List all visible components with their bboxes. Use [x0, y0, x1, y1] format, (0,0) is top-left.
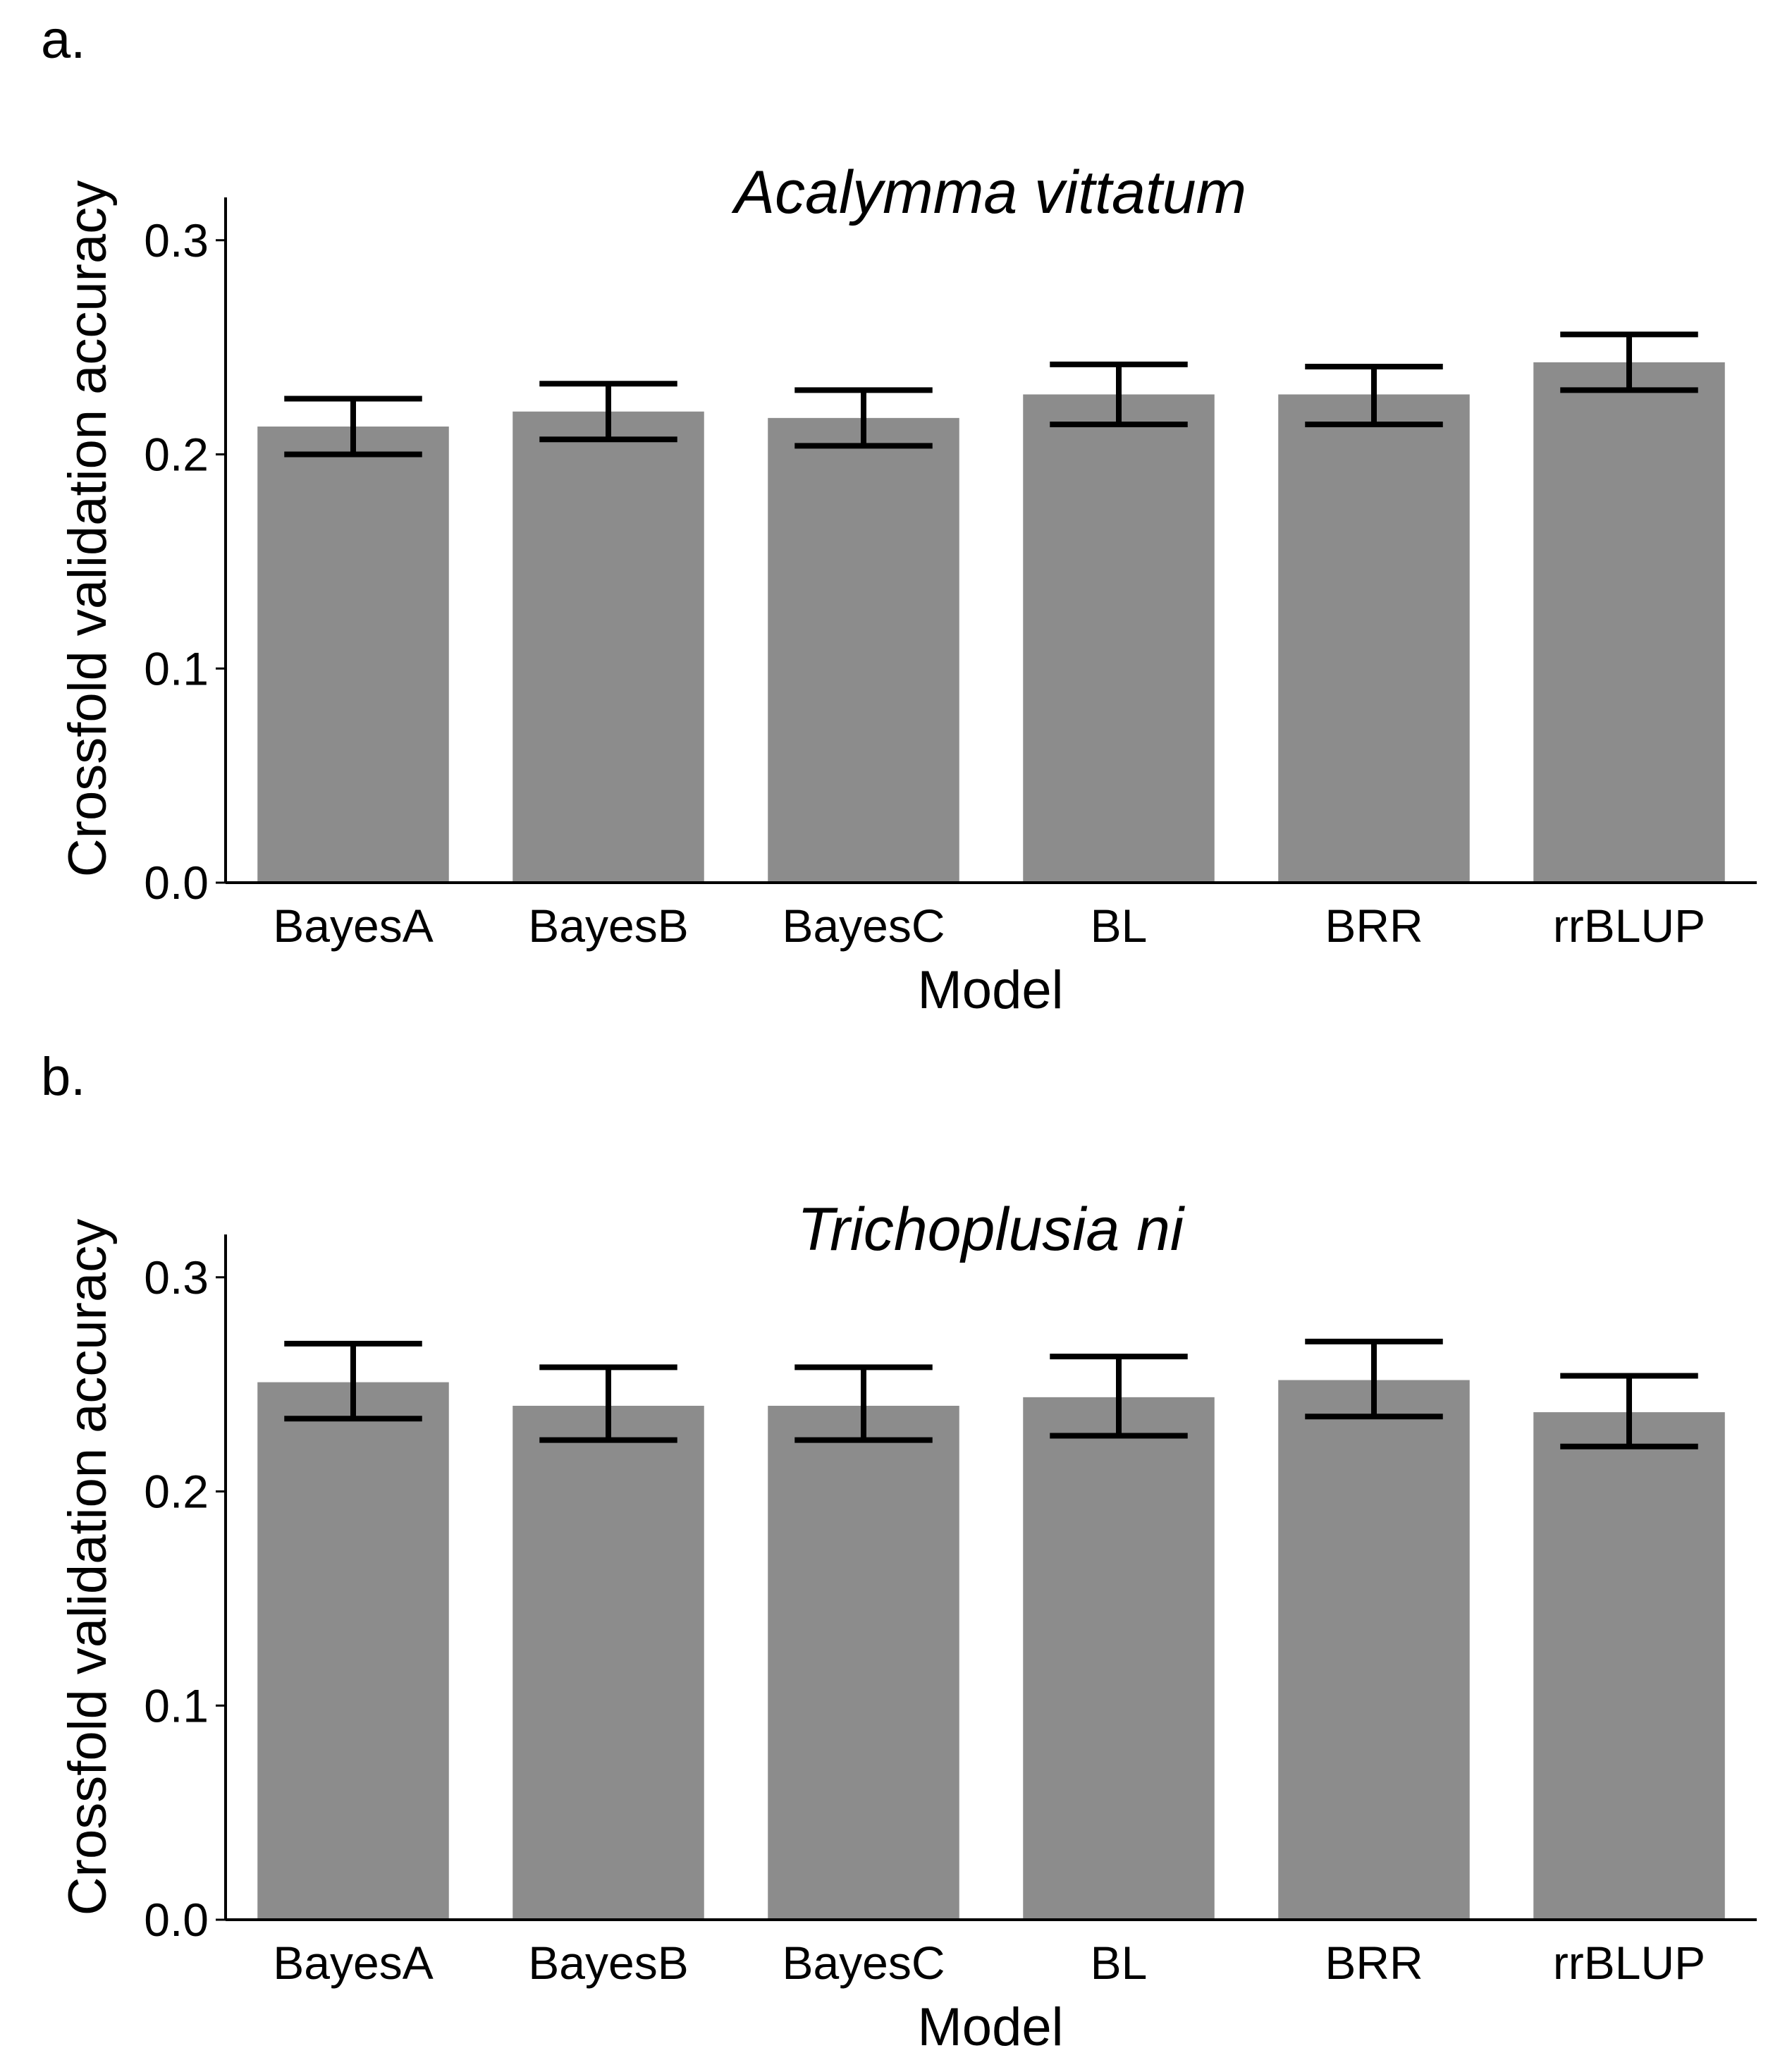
bar-bayesb: [513, 1406, 704, 1920]
bars: [257, 1380, 1725, 1920]
bar-bl: [1023, 1397, 1215, 1920]
bar-rrblup: [1533, 1412, 1725, 1920]
error-bar-brr: [1305, 363, 1443, 427]
bars: [257, 362, 1725, 883]
x-tick-label: BayesA: [273, 900, 433, 952]
error-bar-rrblup: [1560, 331, 1698, 393]
error-bar-bayesa: [284, 396, 422, 458]
x-tick-labels: BayesA BayesB BayesC BL BRR rrBLUP: [273, 1937, 1705, 1989]
axes: [216, 1234, 1757, 1921]
axes: [216, 197, 1757, 884]
error-bars: [284, 331, 1698, 458]
x-tick-label: BL: [1091, 900, 1148, 952]
error-bar-bayesb: [539, 1364, 677, 1443]
error-bars: [284, 1338, 1698, 1449]
panel-label: b.: [41, 1047, 85, 1107]
error-bar-bayesc: [794, 1364, 933, 1443]
y-tick-label: 0.3: [144, 1251, 209, 1304]
bar-brr: [1278, 394, 1470, 883]
y-tick-label: 0.2: [144, 429, 209, 481]
y-tick-labels: 0.0 0.1 0.2 0.3: [144, 214, 209, 909]
bar-bayesb: [513, 411, 704, 883]
y-tick-label: 0.2: [144, 1466, 209, 1518]
x-tick-label: BayesA: [273, 1937, 433, 1989]
x-axis-title: Model: [918, 1997, 1064, 2057]
y-tick-label: 0.0: [144, 857, 209, 909]
bar-bl: [1023, 394, 1215, 883]
error-bar-brr: [1305, 1338, 1443, 1420]
x-tick-label: rrBLUP: [1553, 1937, 1705, 1989]
bar-bayesa: [257, 427, 449, 883]
error-bar-bl: [1050, 1354, 1188, 1439]
bar-bayesa: [257, 1382, 449, 1920]
error-bar-bayesa: [284, 1340, 422, 1422]
bar-rrblup: [1533, 362, 1725, 883]
x-tick-label: BL: [1091, 1937, 1148, 1989]
y-axis-title: Crossfold validation accuracy: [58, 180, 118, 877]
y-axis-title: Crossfold validation accuracy: [58, 1219, 118, 1915]
x-tick-label: BayesB: [528, 1937, 688, 1989]
y-tick-label: 0.1: [144, 1679, 209, 1731]
x-tick-label: BayesC: [782, 1937, 945, 1989]
x-tick-label: BayesC: [782, 900, 945, 952]
bar-brr: [1278, 1380, 1470, 1920]
chart-title: Trichoplusia ni: [797, 1196, 1186, 1263]
bar-bayesc: [768, 417, 959, 883]
x-axis-title: Model: [918, 960, 1064, 1020]
y-tick-labels: 0.0 0.1 0.2 0.3: [144, 1251, 209, 1946]
chart-title: Acalymma vittatum: [731, 159, 1246, 226]
x-tick-label: BRR: [1325, 900, 1423, 952]
panel-label: a.: [41, 10, 85, 70]
y-tick-label: 0.0: [144, 1894, 209, 1946]
y-tick-label: 0.3: [144, 214, 209, 266]
x-tick-labels: BayesA BayesB BayesC BL BRR rrBLUP: [273, 900, 1705, 952]
panel-a: a. Acalymma vittatum Crossfold validatio…: [41, 10, 1757, 1020]
x-tick-label: rrBLUP: [1553, 900, 1705, 952]
error-bar-bayesc: [794, 387, 933, 449]
x-tick-label: BRR: [1325, 1937, 1423, 1989]
error-bar-rrblup: [1560, 1373, 1698, 1449]
x-tick-label: BayesB: [528, 900, 688, 952]
y-tick-label: 0.1: [144, 642, 209, 694]
panel-b: b. Trichoplusia ni Crossfold validation …: [41, 1047, 1757, 2057]
error-bar-bl: [1050, 361, 1188, 427]
error-bar-bayesb: [539, 381, 677, 443]
bar-bayesc: [768, 1406, 959, 1920]
